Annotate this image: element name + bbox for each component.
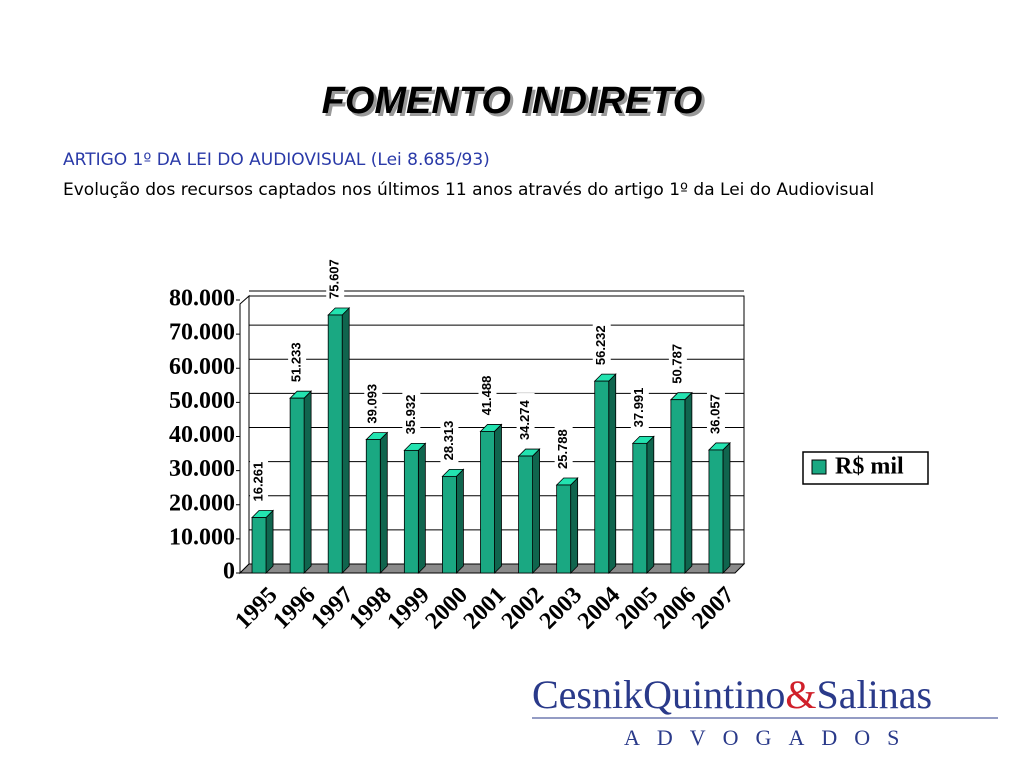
- bar: [593, 373, 617, 574]
- y-tick-label: 20.000: [169, 490, 235, 516]
- value-label-box: [440, 413, 459, 464]
- bar: [631, 435, 655, 574]
- value-label: 35.932: [403, 395, 418, 435]
- bar-side: [608, 373, 617, 574]
- bar: [669, 391, 693, 574]
- logo-mark: &: [785, 672, 816, 717]
- bar-side: [646, 435, 655, 574]
- y-tick-label: 10.000: [169, 524, 235, 550]
- bar-front: [251, 517, 267, 574]
- bar: [403, 442, 427, 574]
- bar-front: [442, 475, 457, 574]
- y-tick-label: 0: [223, 559, 235, 585]
- value-label-box: [668, 336, 687, 387]
- side-wall: [239, 294, 250, 575]
- bar-side: [303, 390, 312, 574]
- value-label: 51.233: [289, 342, 304, 382]
- value-label-box: [288, 335, 307, 386]
- logo-subtitle: ADVOGADOS: [624, 725, 916, 750]
- value-label-box: [516, 393, 535, 444]
- bar-front: [556, 484, 572, 574]
- bar-side: [570, 477, 579, 574]
- bar-side: [379, 431, 388, 574]
- bar: [289, 390, 313, 574]
- y-tick-label: 70.000: [169, 320, 235, 346]
- value-label: 36.057: [707, 394, 722, 434]
- bar-side: [684, 391, 693, 574]
- bar: [327, 307, 351, 574]
- bar-front: [594, 380, 610, 574]
- value-label-box: [364, 376, 383, 427]
- legend-swatch: [811, 459, 827, 475]
- bar-side: [265, 509, 274, 574]
- value-label: 16.261: [250, 462, 265, 502]
- value-label-box: [630, 380, 649, 431]
- logo: CesnikQuintino&Salinas: [532, 672, 932, 717]
- y-tick-label: 40.000: [169, 422, 235, 448]
- description: Evolução dos recursos captados nos últim…: [63, 180, 875, 200]
- bar: [251, 509, 275, 574]
- value-label: 37.991: [631, 388, 646, 428]
- value-label-box: [326, 251, 345, 302]
- value-label-box: [706, 386, 725, 437]
- bar-side: [532, 448, 540, 574]
- value-label: 75.607: [327, 259, 342, 299]
- value-label: 56.232: [593, 325, 608, 365]
- bar: [517, 448, 541, 574]
- x-tick-label: 2007: [687, 582, 739, 634]
- bar-front: [289, 397, 305, 574]
- slide-title: FOMENTO INDIRETO: [321, 80, 703, 122]
- bar-side: [341, 307, 350, 574]
- bar-front: [670, 399, 686, 574]
- bar-front: [632, 442, 648, 574]
- heading: ARTIGO 1º DA LEI DO AUDIOVISUAL (Lei 8.6…: [63, 150, 490, 170]
- value-label: 50.787: [669, 344, 684, 384]
- bar: [707, 441, 731, 574]
- legend-label: R$ mil: [835, 454, 904, 480]
- bar-front: [708, 449, 724, 574]
- bar: [479, 423, 503, 574]
- value-label: 41.488: [479, 376, 494, 416]
- bar: [555, 477, 579, 574]
- value-label-box: [554, 421, 573, 472]
- bar-side: [456, 468, 464, 574]
- value-label: 34.274: [517, 400, 532, 441]
- bar: [365, 431, 389, 574]
- logo-left: CesnikQuintino: [532, 672, 785, 717]
- y-tick-label: 60.000: [169, 354, 235, 380]
- bar-side: [494, 423, 502, 574]
- y-tick-label: 30.000: [169, 456, 235, 482]
- value-label-box: [402, 387, 421, 438]
- value-label-box: [592, 318, 611, 369]
- bar-front: [403, 449, 419, 574]
- value-label: 39.093: [365, 384, 380, 424]
- value-label-box: [250, 454, 269, 505]
- value-label: 28.313: [441, 421, 456, 461]
- value-label-box: [478, 368, 497, 419]
- bar-front: [518, 455, 533, 574]
- bar-side: [417, 442, 426, 574]
- bar-side: [722, 441, 731, 574]
- y-tick-label: 50.000: [169, 388, 235, 414]
- bar-front: [327, 314, 343, 574]
- logo-right: Salinas: [816, 672, 932, 717]
- bar: [441, 468, 465, 574]
- y-tick-label: 80.000: [169, 286, 235, 312]
- value-label: 25.788: [555, 429, 570, 469]
- bar-front: [365, 439, 381, 574]
- bar-front: [480, 431, 495, 574]
